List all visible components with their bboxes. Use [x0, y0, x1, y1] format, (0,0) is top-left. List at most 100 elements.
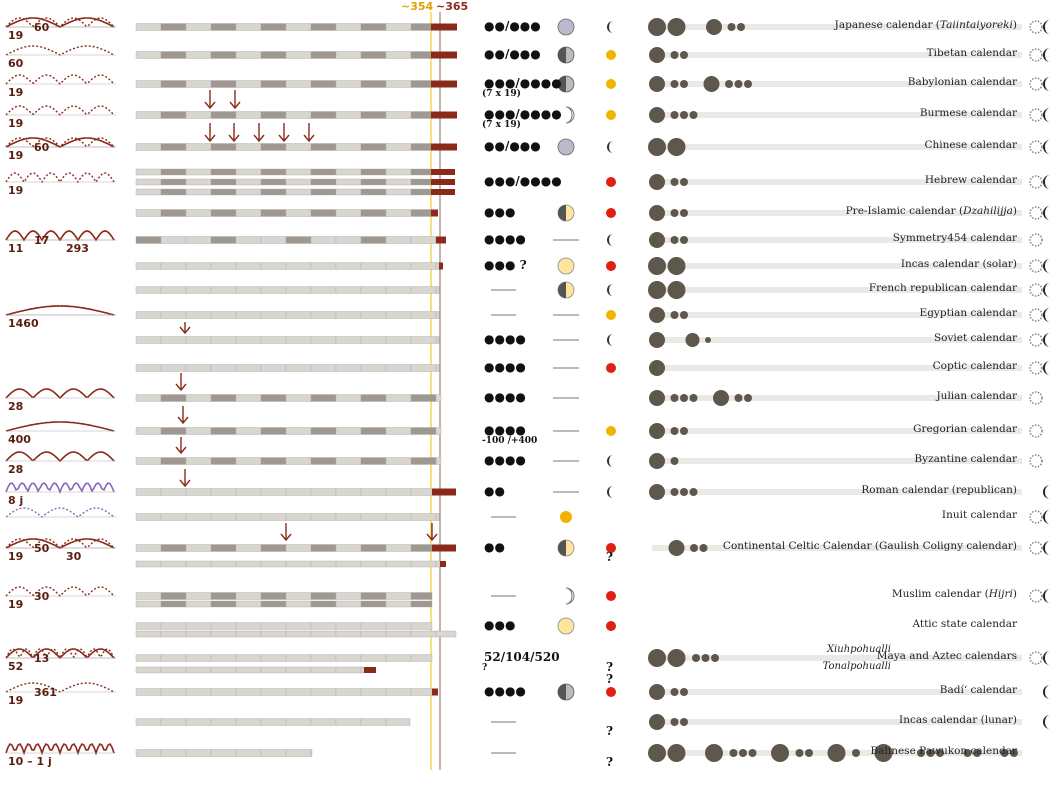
row-4-bar-segment: [260, 111, 287, 119]
row-15-wave: [5, 421, 115, 432]
row-7-bar-segment: [310, 209, 337, 217]
row-22-bar-segment: [210, 654, 237, 662]
row-23-bar-segment: [335, 688, 362, 696]
row-19-bar-segment: [260, 544, 287, 552]
row-21-bar-segment: [235, 622, 262, 630]
row-8-bar-segment: [160, 236, 187, 244]
row-22-bar-segment: [385, 654, 412, 662]
row-10-end-icon-moon: [1043, 283, 1050, 297]
row-22-bar-second-segment: [210, 666, 237, 674]
row-2-bubbles-bubble: [670, 51, 679, 59]
row-12-bubbles-track: [652, 337, 1022, 343]
row-2-count: ●●/●●●: [484, 47, 541, 61]
row-15-note: -100 /+400: [482, 436, 538, 446]
row-17-bar-segment: [385, 488, 412, 496]
row-3-bar-segment: [135, 80, 162, 88]
row-19-bar-second-segment: [160, 560, 187, 568]
row-20-bar-second-segment: [210, 600, 237, 608]
row-12-end-icon-moon: [1043, 333, 1050, 347]
row-5-bar-segment: [210, 143, 237, 151]
row-15-bar-segment: [385, 427, 412, 435]
row-19-wave: [5, 538, 115, 549]
row-12-bar-segment: [185, 336, 212, 344]
row-11-bar-segment: [160, 311, 187, 319]
row-16-bar-segment: [185, 457, 212, 465]
row-9-bar-segment: [235, 262, 262, 270]
row-24-bar-segment: [360, 718, 387, 726]
row-6-bar-segment: [310, 178, 337, 186]
row-20-bar-segment: [185, 592, 212, 600]
row-2-mark-icon: [606, 50, 616, 60]
row-3-bar-segment: [410, 80, 432, 88]
row-6-bubbles-bubble: [649, 174, 665, 190]
row-1-bar-segment: [285, 23, 312, 31]
row-5-bar-segment: [310, 143, 337, 151]
row-11-bar-segment: [435, 311, 440, 319]
row-20-bar-segment: [410, 592, 433, 600]
row-5-bar-segment: [260, 143, 287, 151]
row-20-calendar-name: Muslim calendar (Hijri): [892, 588, 1017, 600]
row-3-bar-segment: [385, 80, 412, 88]
calendar-name-text: Attic state calendar: [912, 618, 1017, 630]
row-3-bubbles-bubble: [734, 80, 743, 88]
row-2-bar-segment: [185, 51, 212, 59]
row-20-bar-segment: [135, 592, 162, 600]
calendar-name-italic: Dzahilijja: [963, 205, 1013, 217]
calendar-name-text: Muslim calendar (: [891, 588, 989, 600]
row-25-bubbles-bubble: [827, 744, 846, 762]
calendar-name-italic: Hijri: [988, 588, 1013, 600]
row-22-bar-second-segment: [335, 666, 362, 674]
row-3-phase-icon-shade: [558, 76, 566, 92]
row-13-bar-segment: [260, 364, 287, 372]
row-10-bar-segment: [185, 286, 212, 294]
row-14-bar-segment: [335, 394, 362, 402]
row-4-bar-overflow: [431, 111, 457, 119]
row-17-bubbles-bubble: [689, 488, 698, 496]
row-9-end-icon-moon: [1043, 259, 1050, 273]
row-4-bubbles-bubble: [649, 107, 665, 123]
row-9-bar-segment: [435, 262, 440, 270]
row-21-phase-icon: [557, 617, 575, 635]
row-23-bar-segment: [310, 688, 337, 696]
row-22-bar-second-segment: [310, 666, 337, 674]
row-15-calendar-name: Gregorian calendar: [913, 423, 1017, 435]
row-21-bar-second-segment: [135, 630, 162, 638]
row-13-bar-segment: [210, 364, 237, 372]
row-20-cycle2-number: 30: [34, 590, 50, 603]
row-14-bubbles-bubble: [744, 394, 752, 402]
row-13-count: ●●●●: [484, 360, 526, 374]
arrow-4-head: [228, 134, 240, 143]
row-22-end-icon-moon: [1043, 651, 1050, 665]
row-14-bar-segment: [160, 394, 187, 402]
row-15-bar-segment: [435, 427, 442, 435]
row-6-bar-segment: [235, 178, 262, 186]
row-2-bar-segment: [260, 51, 287, 59]
row-21-bar-second-segment: [210, 630, 237, 638]
row-14-cycle-number: 28: [8, 400, 24, 413]
row-4-mark-icon: [606, 110, 616, 120]
row-19-bar-second-segment: [360, 560, 387, 568]
row-1-bar-overflow: [431, 23, 457, 31]
row-24-bubbles-bubble: [649, 714, 665, 730]
row-6-bar-segment: [160, 178, 187, 186]
row-16-bar-segment: [360, 457, 387, 465]
row-23-bar-segment: [235, 688, 262, 696]
row-15-bar-segment: [160, 427, 187, 435]
row-13-bar-segment: [335, 364, 362, 372]
arrow-10-head: [177, 416, 189, 425]
row-3-mark-icon: [606, 79, 616, 89]
row-25-bubbles-bubble: [805, 749, 813, 757]
calendar-name-text: Soviet calendar: [933, 332, 1017, 344]
row-21-mark-icon: [606, 621, 616, 631]
row-1-bar-segment: [235, 23, 262, 31]
row-19-count: ●●: [484, 540, 505, 554]
row-11-bar-segment: [210, 311, 237, 319]
calendar-name-text: Gregorian calendar: [913, 423, 1017, 435]
calendar-name-text: Japanese calendar (: [834, 19, 940, 31]
row-20-bar-segment: [310, 592, 337, 600]
row-8-wave: [5, 230, 115, 242]
row-5-count: ●●/●●●: [484, 139, 541, 153]
row-22-question-mark: ?: [606, 672, 614, 686]
row-17-bubbles-bubble: [649, 484, 665, 500]
row-24-bar-segment: [135, 718, 162, 726]
